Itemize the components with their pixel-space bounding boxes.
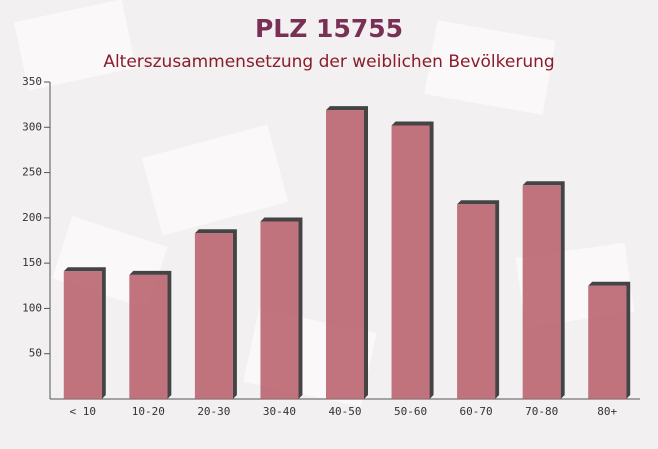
x-tick-label: 20-30 bbox=[197, 405, 230, 418]
bar bbox=[588, 285, 627, 399]
y-tick-label: 350 bbox=[22, 75, 42, 88]
bar bbox=[457, 204, 496, 399]
x-tick-label: 50-60 bbox=[394, 405, 427, 418]
y-tick-label: 300 bbox=[22, 120, 42, 133]
y-tick-label: 250 bbox=[22, 166, 42, 179]
bar bbox=[63, 271, 102, 399]
x-tick-label: < 10 bbox=[70, 405, 97, 418]
x-tick-label: 80+ bbox=[597, 405, 617, 418]
chart-subtitle: Alterszusammensetzung der weiblichen Bev… bbox=[103, 52, 554, 72]
chart-title: PLZ 15755 bbox=[255, 14, 403, 43]
bar bbox=[391, 125, 430, 399]
y-tick-label: 50 bbox=[29, 347, 42, 360]
bar bbox=[326, 110, 364, 399]
bar bbox=[522, 185, 561, 399]
bar bbox=[129, 274, 168, 399]
x-tick-label: 60-70 bbox=[460, 405, 493, 418]
x-tick-label: 40-50 bbox=[328, 405, 361, 418]
y-tick-label: 100 bbox=[22, 301, 42, 314]
y-tick-label: 200 bbox=[22, 211, 42, 224]
bar bbox=[260, 221, 299, 399]
x-tick-label: 30-40 bbox=[263, 405, 296, 418]
y-tick-label: 150 bbox=[22, 256, 42, 269]
x-tick-label: 10-20 bbox=[132, 405, 165, 418]
x-tick-label: 70-80 bbox=[525, 405, 558, 418]
bar bbox=[194, 233, 233, 399]
